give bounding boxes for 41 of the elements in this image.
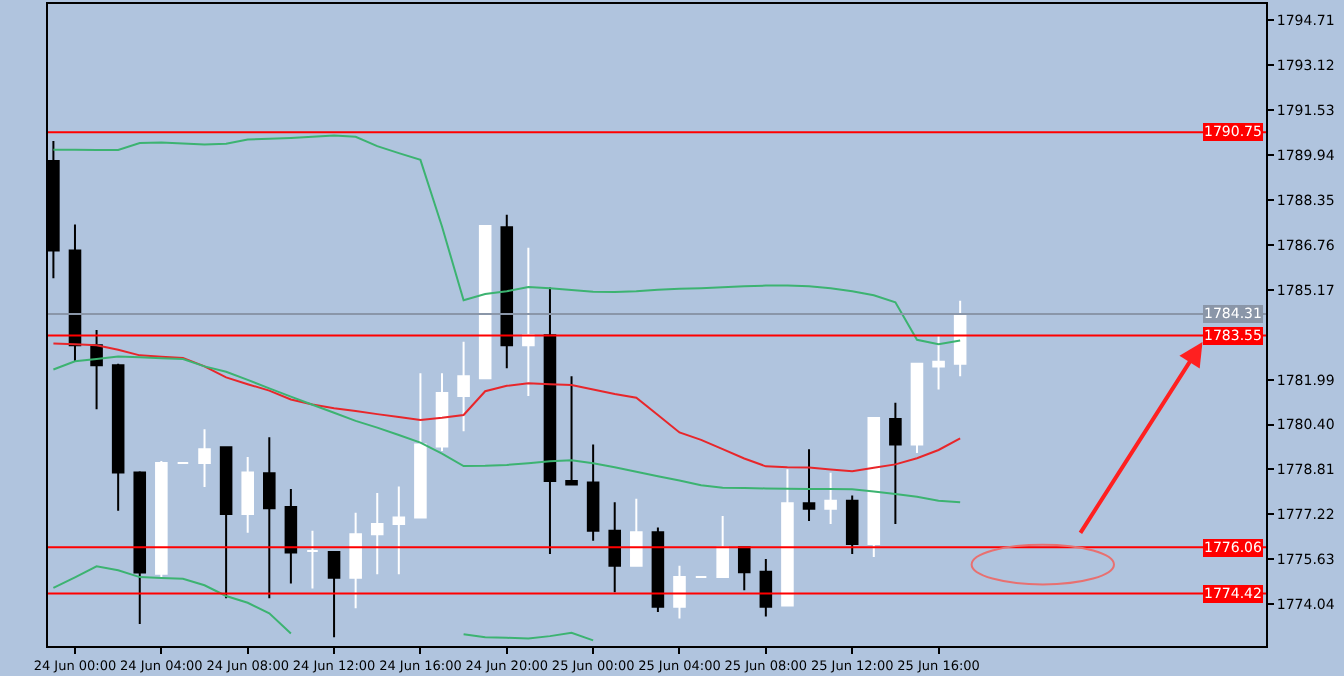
candlestick (543, 286, 557, 555)
candlestick (673, 564, 686, 620)
candlestick (263, 436, 276, 600)
candlestick (435, 372, 449, 453)
candlestick (111, 362, 125, 512)
candlestick (737, 546, 751, 592)
candlestick (370, 491, 384, 576)
line-series (52, 134, 962, 346)
candlestick (327, 550, 341, 639)
candlestick (586, 443, 600, 542)
candlestick (68, 223, 82, 363)
candlestick (306, 529, 319, 590)
line-series (52, 355, 962, 504)
candlestick (845, 494, 859, 555)
candlestick (500, 213, 514, 370)
candlestick (414, 372, 427, 519)
candlestick (651, 526, 665, 614)
candlestick (241, 456, 254, 534)
candlestick (457, 340, 470, 433)
candlestick (759, 558, 773, 618)
candlestick (716, 515, 729, 579)
candlestick (284, 487, 298, 585)
candlestick (392, 485, 406, 576)
candlestick (608, 501, 622, 594)
candlestick (630, 497, 643, 567)
candlestick (889, 401, 902, 525)
candlestick (910, 362, 924, 455)
candlestick (133, 470, 147, 625)
candlestick (198, 428, 211, 488)
candlestick (802, 448, 816, 522)
candlestick (522, 246, 535, 398)
candlestick (155, 460, 168, 579)
line-series (52, 342, 962, 473)
candlestick (219, 446, 233, 600)
candlestick (867, 417, 881, 559)
candlestick (565, 375, 578, 486)
candlestick (824, 471, 837, 525)
candlestick (781, 468, 794, 607)
candlestick (932, 334, 945, 391)
candlestick (349, 511, 362, 610)
candlestick (478, 225, 492, 380)
